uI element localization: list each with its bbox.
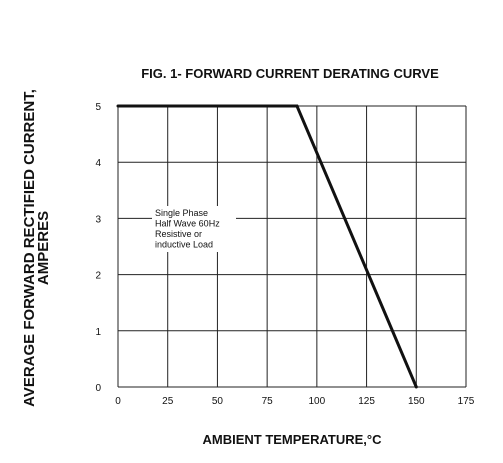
y-axis-title: AVERAGE FORWARD RECTIFIED CURRENT, AMPER… (21, 89, 52, 407)
annotation-text: inductive Load (155, 240, 213, 250)
annotation-text: Single Phase (155, 208, 208, 218)
x-tick-label: 25 (162, 396, 174, 407)
x-tick-label: 0 (115, 396, 121, 407)
annotation-text: Half Wave 60Hz (155, 219, 220, 229)
y-tick-label: 2 (95, 271, 101, 282)
annotation-text: Resistive or (155, 229, 202, 239)
y-axis-title-line-1: AVERAGE FORWARD RECTIFIED CURRENT, (21, 89, 38, 407)
x-axis-title: AMBIENT TEMPERATURE,°C (202, 432, 382, 447)
y-tick-label: 4 (95, 158, 101, 169)
x-tick-label: 100 (309, 396, 326, 407)
x-tick-label: 150 (408, 396, 425, 407)
y-tick-label: 0 (95, 383, 101, 394)
x-tick-label: 125 (358, 396, 375, 407)
tick-labels: 0 25 50 75 100 125 150 175 0 1 2 3 4 5 (95, 102, 474, 407)
x-tick-label: 175 (458, 396, 475, 407)
y-tick-label: 1 (95, 327, 101, 338)
data-point (295, 104, 299, 108)
data-point (116, 104, 120, 108)
x-tick-label: 50 (212, 396, 224, 407)
y-tick-label: 3 (95, 214, 101, 225)
data-point (414, 385, 418, 389)
y-axis-title-line-2: AMPERES (35, 211, 52, 285)
y-tick-label: 5 (95, 102, 101, 113)
x-tick-label: 75 (262, 396, 274, 407)
chart-title: FIG. 1- FORWARD CURRENT DERATING CURVE (141, 66, 439, 81)
annotation-box (152, 206, 236, 252)
series (116, 104, 418, 389)
